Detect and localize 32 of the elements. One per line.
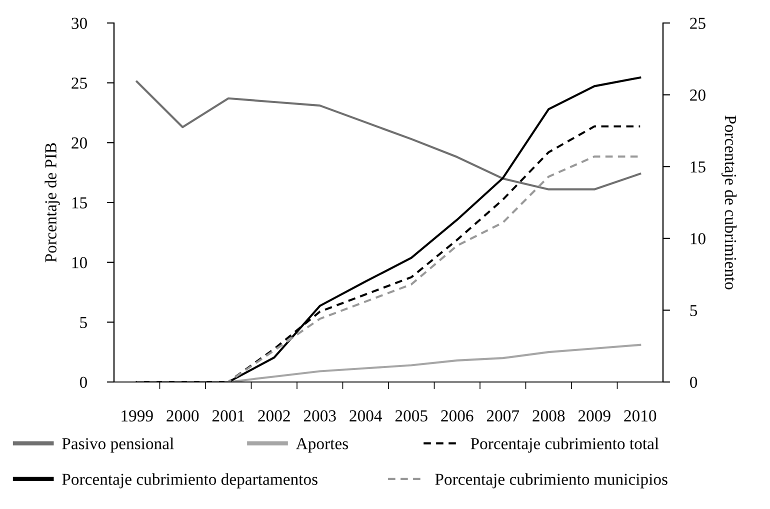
y2-tick-label: 5: [690, 305, 698, 316]
x-tick-label: 2008: [532, 410, 565, 422]
y-axis-title: Porcentaje de PIB: [44, 143, 60, 262]
x-tick-label: 2002: [258, 410, 290, 422]
y2-axis-title: Porcentaje de cubrimiento: [721, 116, 737, 290]
x-tick-label: 2005: [395, 410, 428, 422]
y2-tick-label: 15: [690, 161, 706, 173]
legend-label: Porcentaje cubrimiento total: [470, 438, 659, 453]
y2-tick-label: 20: [690, 90, 706, 101]
x-tick-label: 2004: [350, 410, 382, 422]
legend-label: Pasivo pensional: [62, 438, 174, 453]
y-tick-label: 5: [80, 317, 87, 328]
x-tick-label: 2009: [578, 410, 610, 422]
y-tick-label: 20: [72, 137, 87, 149]
x-tick-label: 2006: [441, 410, 474, 422]
x-tick-label: 2000: [166, 410, 199, 422]
legend-label: Porcentaje cubrimiento municipios: [435, 473, 668, 488]
x-tick-label: 2007: [486, 410, 520, 422]
y2-tick-label: 0: [690, 376, 698, 388]
legend-label: Aportes: [296, 438, 348, 453]
legend-label: Porcentaje cubrimiento departamentos: [62, 473, 318, 488]
y-tick-label: 10: [72, 257, 87, 268]
y-tick-label: 25: [72, 78, 87, 89]
y2-tick-label: 10: [690, 233, 706, 244]
x-tick-label: 2001: [212, 410, 244, 422]
y2-tick-label: 25: [690, 18, 706, 29]
y-tick-label: 30: [72, 18, 87, 29]
y-tick-label: 0: [80, 376, 87, 388]
x-tick-label: 1999: [122, 410, 153, 422]
x-tick-label: 2010: [624, 410, 656, 422]
y-tick-label: 15: [72, 197, 87, 208]
x-tick-label: 2003: [304, 410, 336, 422]
